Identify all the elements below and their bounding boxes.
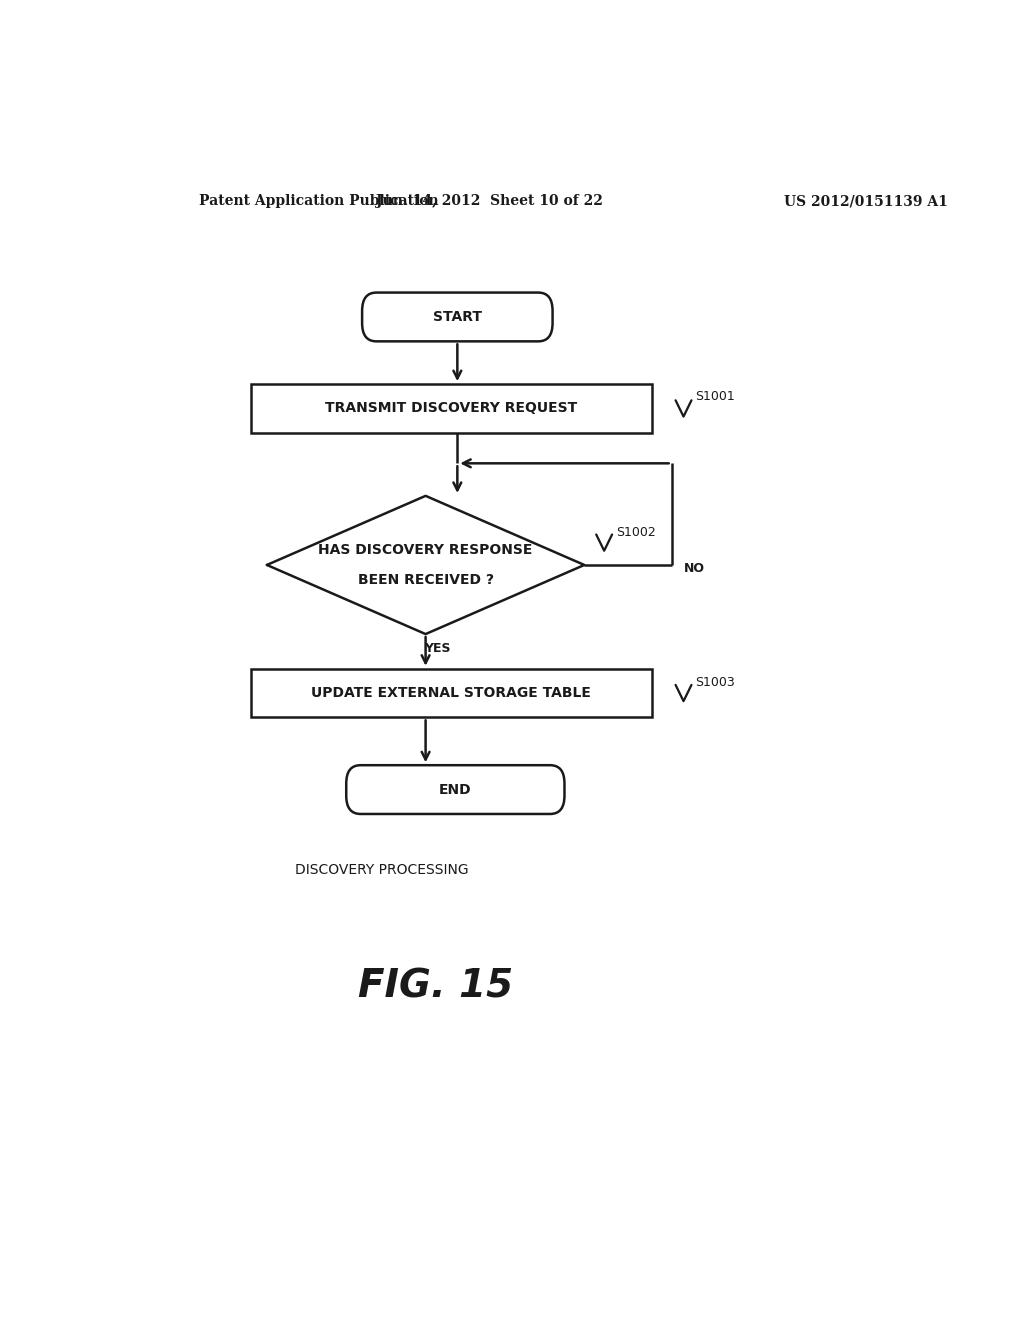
- Bar: [251, 384, 652, 433]
- Text: S1003: S1003: [695, 676, 735, 689]
- Text: YES: YES: [424, 642, 451, 655]
- Text: NO: NO: [684, 561, 705, 574]
- Text: Patent Application Publication: Patent Application Publication: [200, 194, 439, 209]
- FancyBboxPatch shape: [346, 766, 564, 814]
- Text: US 2012/0151139 A1: US 2012/0151139 A1: [784, 194, 948, 209]
- Text: HAS DISCOVERY RESPONSE: HAS DISCOVERY RESPONSE: [318, 543, 532, 557]
- Bar: [251, 669, 652, 718]
- FancyBboxPatch shape: [362, 293, 553, 342]
- Text: DISCOVERY PROCESSING: DISCOVERY PROCESSING: [295, 863, 468, 876]
- Text: FIG. 15: FIG. 15: [358, 968, 513, 1006]
- Text: S1001: S1001: [695, 389, 735, 403]
- Text: END: END: [439, 783, 472, 796]
- Text: BEEN RECEIVED ?: BEEN RECEIVED ?: [357, 573, 494, 587]
- Text: TRANSMIT DISCOVERY REQUEST: TRANSMIT DISCOVERY REQUEST: [326, 401, 578, 416]
- Text: UPDATE EXTERNAL STORAGE TABLE: UPDATE EXTERNAL STORAGE TABLE: [311, 686, 591, 700]
- Text: Jun. 14, 2012  Sheet 10 of 22: Jun. 14, 2012 Sheet 10 of 22: [376, 194, 602, 209]
- Polygon shape: [267, 496, 585, 634]
- Text: S1002: S1002: [616, 525, 655, 539]
- Text: START: START: [433, 310, 482, 323]
